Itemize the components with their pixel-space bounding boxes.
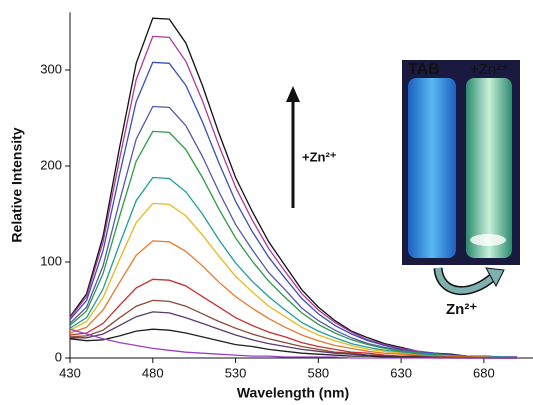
annotation: +Zn²⁺ — [302, 149, 337, 164]
y-tick-label: 100 — [40, 253, 62, 268]
x-tick-label: 530 — [225, 365, 247, 380]
x-axis-label: Wavelength (nm) — [237, 385, 349, 401]
x-tick-label: 680 — [473, 365, 495, 380]
inset-label: Zn²⁺ — [446, 301, 477, 318]
series-line — [70, 311, 517, 359]
inset-label: TAB — [408, 61, 440, 78]
inset-label: +Zn²⁺ — [470, 61, 509, 78]
y-tick-label: 200 — [40, 157, 62, 172]
x-tick-label: 630 — [390, 365, 412, 380]
arrow — [286, 86, 300, 208]
series-line — [69, 328, 517, 359]
x-tick-label: 480 — [142, 365, 164, 380]
y-tick-label: 0 — [55, 349, 62, 364]
x-tick-label: 580 — [307, 365, 329, 380]
inset-photo — [402, 60, 520, 295]
x-tick-label: 430 — [59, 365, 81, 380]
y-axis-label: Relative Intensity — [9, 127, 25, 242]
y-tick-label: 300 — [40, 61, 62, 76]
